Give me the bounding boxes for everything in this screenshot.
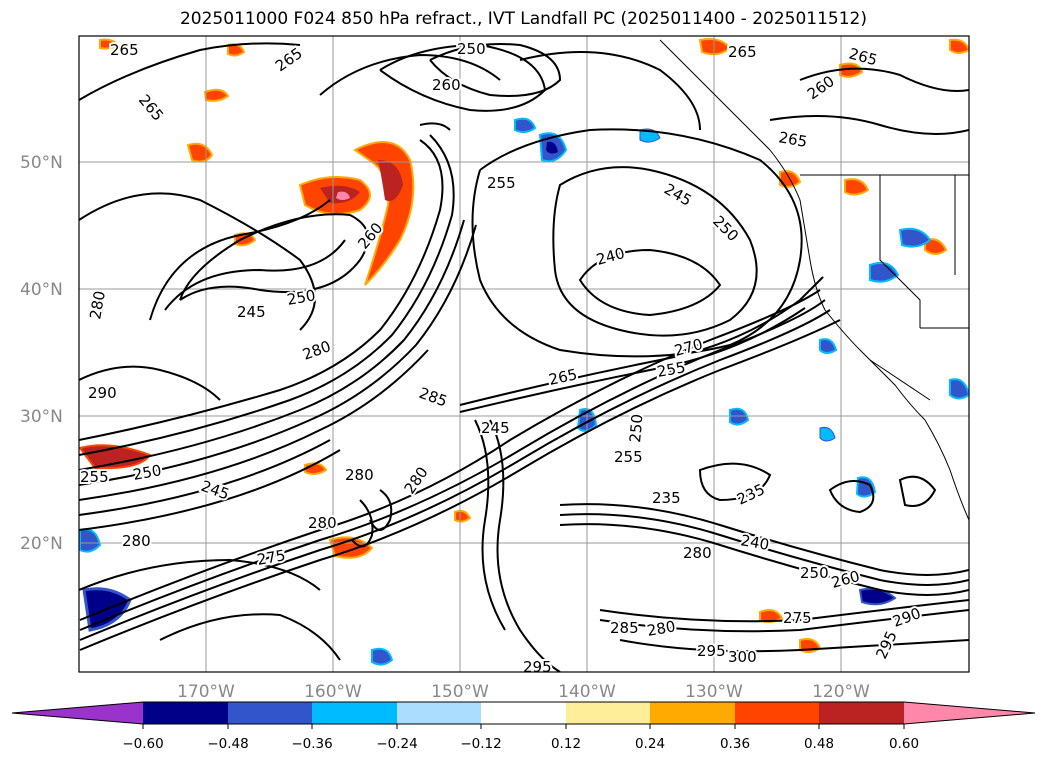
contour-label: 280 — [86, 289, 109, 320]
colorbar-swatch — [312, 702, 397, 724]
contour-label: 295 — [523, 658, 552, 676]
colorbar-swatch — [735, 702, 819, 724]
colorbar-swatch — [143, 702, 228, 724]
colorbar-swatch — [566, 702, 650, 724]
contour-label: 245 — [237, 303, 266, 321]
colorbar-tick-label: 0.12 — [551, 736, 581, 752]
lat-label: 30°N — [20, 407, 63, 427]
contour-label: 280 — [122, 532, 151, 550]
colorbar-tick-label: 0.48 — [804, 736, 834, 752]
contour-label: 250 — [800, 564, 829, 582]
colorbar-ticks — [142, 724, 905, 729]
lon-label: 140°W — [558, 682, 616, 702]
contour-label: 250 — [457, 40, 486, 58]
colorbar-extend-low — [12, 702, 143, 724]
contour-label: 255 — [614, 448, 643, 466]
contour-label: 280 — [345, 466, 374, 484]
colorbar-extend-high — [904, 702, 1035, 724]
colorbar-swatch — [397, 702, 481, 724]
map-title: 2025011000 F024 850 hPa refract., IVT La… — [179, 9, 867, 29]
lon-label: 170°W — [177, 682, 235, 702]
colorbar-tick-label: 0.60 — [889, 736, 919, 752]
coastline — [659, 39, 969, 521]
colorbar-tick-label: −0.24 — [376, 736, 417, 752]
lon-label: 160°W — [304, 682, 362, 702]
lon-label: 150°W — [431, 682, 489, 702]
colorbar-tick-label: −0.60 — [122, 736, 163, 752]
contour-label: 295 — [697, 642, 726, 660]
colorbar: −0.60 −0.48 −0.36 −0.24 −0.12 0.12 0.24 … — [11, 701, 1036, 752]
latitude-labels: 50°N 40°N 30°N 20°N — [20, 153, 63, 554]
map-area — [79, 36, 969, 672]
contour-label: 235 — [652, 489, 681, 507]
map-frame — [78, 35, 970, 673]
contour-label: 280 — [308, 514, 337, 532]
lat-label: 40°N — [20, 280, 63, 300]
lat-label: 20°N — [20, 534, 63, 554]
colorbar-tick-label: −0.12 — [460, 736, 501, 752]
contour-label: 250 — [626, 413, 646, 443]
contour-label: 275 — [783, 609, 812, 627]
contour-label: 255 — [80, 468, 109, 486]
colorbar-swatch — [819, 702, 904, 724]
colorbar-tick-label: 0.36 — [720, 736, 750, 752]
colorbar-tick-label: −0.36 — [291, 736, 332, 752]
contour-label: 260 — [432, 76, 461, 94]
contours — [79, 42, 969, 672]
colorbar-tick-label: −0.48 — [207, 736, 248, 752]
contour-label: 265 — [110, 41, 139, 59]
colorbar-swatch — [228, 702, 312, 724]
colorbar-swatch — [650, 702, 735, 724]
colorbar-swatch — [481, 702, 566, 724]
longitude-labels: 170°W 160°W 150°W 140°W 130°W 120°W — [177, 682, 870, 702]
contour-label: 300 — [728, 648, 757, 666]
contour-label: 290 — [88, 384, 117, 402]
contour-label: 285 — [610, 619, 639, 637]
lon-label: 130°W — [685, 682, 743, 702]
contour-label: 245 — [481, 419, 510, 437]
colorbar-tick-label: 0.24 — [635, 736, 665, 752]
contour-label: 280 — [683, 544, 712, 562]
lon-label: 120°W — [812, 682, 870, 702]
contour-label: 255 — [487, 174, 516, 192]
lat-label: 50°N — [20, 153, 63, 173]
contour-label: 265 — [728, 43, 757, 61]
